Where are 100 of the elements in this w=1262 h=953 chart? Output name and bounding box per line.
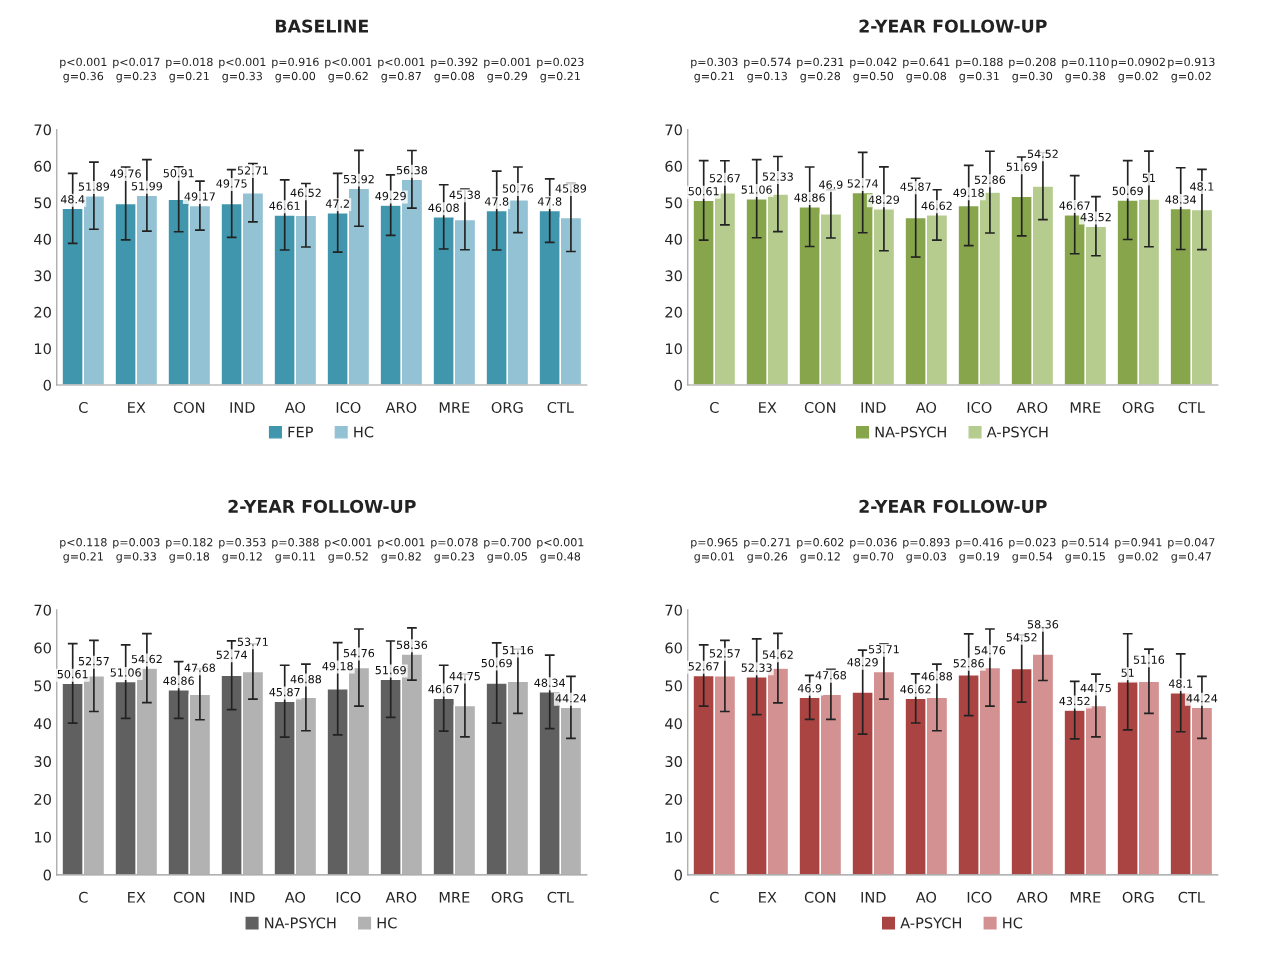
data-label: 46.62	[921, 201, 952, 210]
data-label: 46.61	[269, 201, 300, 211]
data-label: 51.06	[741, 185, 772, 194]
data-label: 46.67	[428, 684, 459, 694]
text: p=0.208 g=0.30	[1009, 57, 1056, 83]
data-label: 58.36	[1027, 620, 1059, 629]
legend-label: A-PSYCH	[900, 917, 961, 929]
data-label: 56.38	[396, 165, 428, 175]
chart-title: BASELINE	[275, 19, 369, 33]
data-label: 52.74	[216, 650, 247, 659]
data-label: 52.33	[741, 663, 772, 672]
data-label: 54.76	[343, 648, 375, 658]
text: p=0.392 g=0.08	[431, 57, 478, 83]
data-label: 50.91	[163, 168, 194, 178]
data-label: 54.62	[762, 650, 793, 659]
x-tick-label: AO	[284, 891, 306, 903]
text: p<0.001 g=0.33	[219, 57, 266, 83]
data-label: 48.34	[534, 678, 566, 687]
data-label: 52.67	[709, 174, 740, 183]
x-tick-label: EX	[128, 891, 146, 903]
data-label: 50.61	[57, 669, 88, 679]
text: p=0.023 g=0.54	[1009, 538, 1056, 563]
x-tick-label: CON	[804, 891, 836, 903]
data-label: 45.89	[555, 184, 587, 193]
y-tick-label: 50	[34, 680, 51, 692]
data-label: 51.06	[110, 668, 141, 677]
data-label: 49.76	[110, 169, 141, 178]
text: p=0.018 g=0.21	[166, 57, 213, 83]
legend-label: HC	[1003, 917, 1023, 929]
text: p<0.001 g=0.48	[537, 538, 584, 563]
x-tick-label: ICO	[967, 891, 992, 903]
text: p<0.001 g=0.62	[325, 57, 372, 83]
text: p=0.514 g=0.15	[1062, 538, 1109, 563]
y-tick-label: 10	[34, 831, 51, 843]
y-tick-label: 0	[43, 869, 51, 881]
y-tick-label: 70	[665, 124, 682, 136]
text: p=0.042 g=0.50	[850, 57, 897, 83]
data-label: 50.61	[688, 187, 719, 196]
text: p=0.700 g=0.05	[484, 538, 531, 563]
data-label: 54.76	[974, 646, 1006, 655]
y-tick-label: 10	[665, 831, 682, 843]
legend-label: HC	[377, 917, 397, 929]
text: p=0.602 g=0.12	[797, 538, 844, 563]
text: p<0.001 g=0.82	[378, 538, 425, 563]
text: p=0.0902 g=0.02	[1111, 57, 1165, 83]
y-tick-label: 30	[34, 270, 51, 282]
data-label: 52.86	[953, 659, 984, 668]
data-label: 45.87	[269, 687, 300, 697]
y-tick-label: 60	[665, 642, 682, 654]
x-tick-label: IND	[230, 402, 255, 413]
text: p=0.303 g=0.21	[691, 57, 738, 83]
data-label: 44.75	[1080, 683, 1111, 693]
data-label: 43.52	[1080, 212, 1111, 222]
x-tick-label: IND	[861, 402, 886, 413]
data-label: 50.76	[502, 184, 534, 193]
data-label: 46.08	[428, 203, 459, 212]
data-label: 46.9	[797, 684, 822, 693]
data-label: 50.69	[481, 658, 512, 668]
data-label: 47.8	[484, 197, 509, 206]
data-label: 43.52	[1059, 696, 1090, 706]
data-label: 54.52	[1027, 149, 1058, 158]
data-label: 50.69	[1112, 186, 1143, 196]
text: p=0.641 g=0.08	[903, 57, 950, 83]
text: p=0.416 g=0.19	[956, 538, 1003, 563]
data-label: 48.34	[1165, 195, 1197, 204]
x-tick-label: C	[79, 891, 88, 903]
text: p=0.231 g=0.28	[797, 57, 844, 83]
x-tick-label: CTL	[1178, 401, 1205, 413]
data-label: 44.24	[1186, 694, 1218, 703]
data-label: 49.29	[375, 191, 406, 201]
x-tick-label: ICO	[336, 891, 361, 903]
x-tick-label: AO	[284, 401, 306, 413]
text: p=0.574 g=0.13	[744, 57, 791, 83]
y-tick-label: 70	[665, 604, 682, 616]
text: p=0.893 g=0.03	[903, 538, 950, 563]
x-tick-label: IND	[861, 891, 886, 903]
x-tick-label: C	[710, 891, 719, 903]
x-tick-label: AO	[915, 401, 937, 413]
x-tick-label: ICO	[967, 401, 992, 413]
data-label: 46.52	[290, 188, 321, 198]
data-label: 49.18	[322, 661, 353, 671]
data-label: 48.29	[868, 195, 900, 204]
data-label: 48.1	[1190, 182, 1214, 191]
text: p=0.388 g=0.11	[272, 538, 319, 563]
x-tick-label: CON	[173, 401, 205, 413]
text: p<0.017 g=0.23	[113, 57, 160, 83]
data-label: 48.29	[847, 658, 878, 667]
data-label: 48.4	[60, 195, 85, 204]
y-tick-label: 20	[34, 793, 51, 805]
x-tick-label: ICO	[336, 401, 361, 413]
data-label: 51.16	[502, 645, 534, 655]
x-tick-label: C	[79, 401, 88, 413]
text: p=0.110 g=0.38	[1062, 57, 1109, 83]
data-label: 48.1	[1168, 679, 1193, 688]
legend-label: NA-PSYCH	[265, 917, 336, 929]
y-tick-label: 20	[665, 306, 682, 318]
data-label: 46.88	[290, 674, 322, 684]
data-label: 44.75	[449, 672, 480, 681]
y-tick-label: 30	[665, 270, 682, 282]
text: p<0.001 g=0.87	[378, 57, 425, 83]
